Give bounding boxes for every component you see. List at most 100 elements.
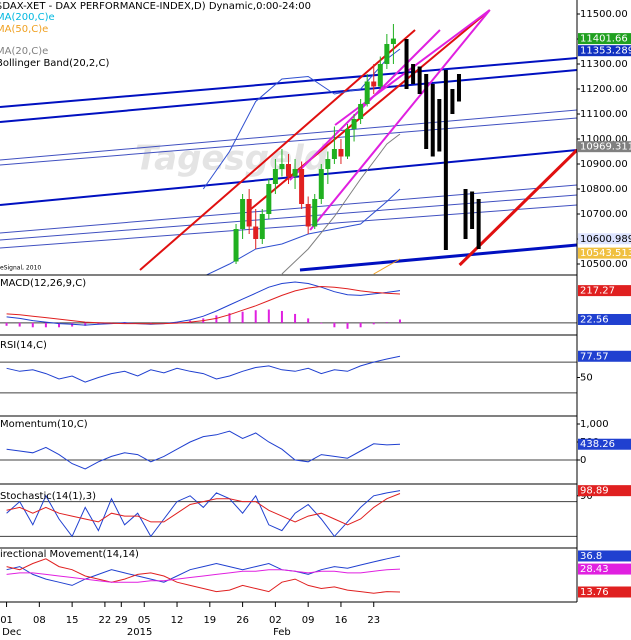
candle-body <box>286 164 291 177</box>
candle-body <box>351 119 357 129</box>
series-line <box>6 558 401 594</box>
value-box-label: 28.43 <box>580 564 609 575</box>
candle-body <box>338 149 344 157</box>
candle-body <box>390 38 396 44</box>
plot-area <box>6 490 401 538</box>
trend-line <box>309 9 491 231</box>
trend-line <box>139 29 416 271</box>
x-tick-label: 26 <box>236 615 249 626</box>
histogram-bar <box>359 322 362 328</box>
y-tick-label: 10700.00 <box>580 209 628 220</box>
candle-body <box>272 169 278 184</box>
value-box-label: 10543.5135 <box>580 248 631 259</box>
candle-body <box>246 199 252 227</box>
histogram-bar <box>97 322 100 325</box>
candle-body <box>253 226 259 239</box>
y-tick-label: 1,000 <box>580 419 609 430</box>
candle-body <box>318 169 324 199</box>
histogram-bar <box>228 313 231 323</box>
trend-line <box>0 57 577 108</box>
candle-body <box>299 169 305 204</box>
trend-line <box>0 109 577 161</box>
series-line <box>6 430 401 470</box>
y-tick-label: 11300.00 <box>580 59 628 70</box>
series-line <box>6 355 401 383</box>
histogram-bar <box>307 318 310 323</box>
plot-area <box>6 555 401 594</box>
candle-body <box>384 44 390 64</box>
x-tick-label: 22 <box>99 615 112 626</box>
value-box <box>578 285 631 297</box>
legend-entry: MA(50,C)e <box>0 24 48 35</box>
projection-bar <box>404 39 409 89</box>
series-line <box>373 258 401 275</box>
histogram-bar <box>372 322 375 325</box>
histogram-bar <box>5 322 8 326</box>
value-box <box>578 350 631 362</box>
value-box <box>578 586 631 598</box>
trend-line <box>0 184 577 234</box>
histogram-bar <box>294 313 297 323</box>
candle-body <box>240 199 246 229</box>
histogram-bar <box>31 322 34 328</box>
value-box <box>578 247 631 259</box>
panel-title: Stochastic(14(1),3) <box>0 491 96 502</box>
value-box-label: 22.56 <box>580 314 609 325</box>
x-tick-label: 05 <box>138 615 151 626</box>
projection-bar <box>430 84 435 157</box>
value-box <box>578 313 631 325</box>
series-line <box>6 490 401 538</box>
projection-bar <box>450 89 455 114</box>
month-label: 2015 <box>127 627 152 638</box>
x-tick-label: 12 <box>171 615 184 626</box>
histogram-bar <box>346 322 349 329</box>
histogram-bar <box>267 309 270 323</box>
value-box <box>578 485 631 497</box>
y-tick-label: 50 <box>580 373 593 384</box>
candle-body <box>345 129 351 157</box>
candle-body <box>358 104 364 119</box>
candle-body <box>279 164 285 169</box>
y-tick-label: 11100.00 <box>580 109 628 120</box>
value-box-label: 36.8 <box>580 551 602 562</box>
histogram-bar <box>44 322 47 328</box>
y-tick-label: 11500.00 <box>580 9 628 20</box>
projection-bar <box>443 70 448 250</box>
projection-bar <box>470 191 475 229</box>
candle-body <box>331 149 337 159</box>
candle-body <box>325 159 331 169</box>
series-line <box>281 133 401 275</box>
value-box <box>578 45 631 57</box>
value-box-label: 438.26 <box>580 439 615 450</box>
projection-bar <box>456 74 461 102</box>
histogram-bar <box>398 319 401 323</box>
month-label: Feb <box>273 627 291 638</box>
y-tick-label: 10800.00 <box>580 184 628 195</box>
y-tick-label: 10500.00 <box>580 259 628 270</box>
candle-body <box>292 169 298 177</box>
value-box-label: 98.89 <box>580 486 609 497</box>
histogram-bar <box>215 315 218 323</box>
value-box-label: 13.76 <box>580 587 609 598</box>
candle-body <box>371 81 377 87</box>
histogram-bar <box>320 322 323 324</box>
panel-title: Momentum(10,C) <box>0 419 88 430</box>
value-box <box>578 563 631 575</box>
trend-line <box>289 29 441 181</box>
x-tick-label: 01 <box>0 615 13 626</box>
series-line <box>6 568 401 583</box>
value-box-label: 10969.3115 <box>580 142 631 153</box>
series-line <box>6 281 401 326</box>
panel-title: $DAX-XET - DAX PERFORMANCE-INDEX,D) Dyna… <box>0 1 311 12</box>
y-tick-label: 10900.00 <box>580 159 628 170</box>
projection-bar <box>424 74 429 149</box>
x-tick-label: 16 <box>335 615 348 626</box>
candle-body <box>233 229 239 262</box>
histogram-bar <box>84 322 87 326</box>
histogram-bar <box>280 310 283 323</box>
legend-entry: Bollinger Band(20,2,C) <box>0 58 109 69</box>
value-box-label: 217.27 <box>580 286 615 297</box>
trend-line <box>299 243 577 272</box>
x-tick-label: 02 <box>269 615 282 626</box>
